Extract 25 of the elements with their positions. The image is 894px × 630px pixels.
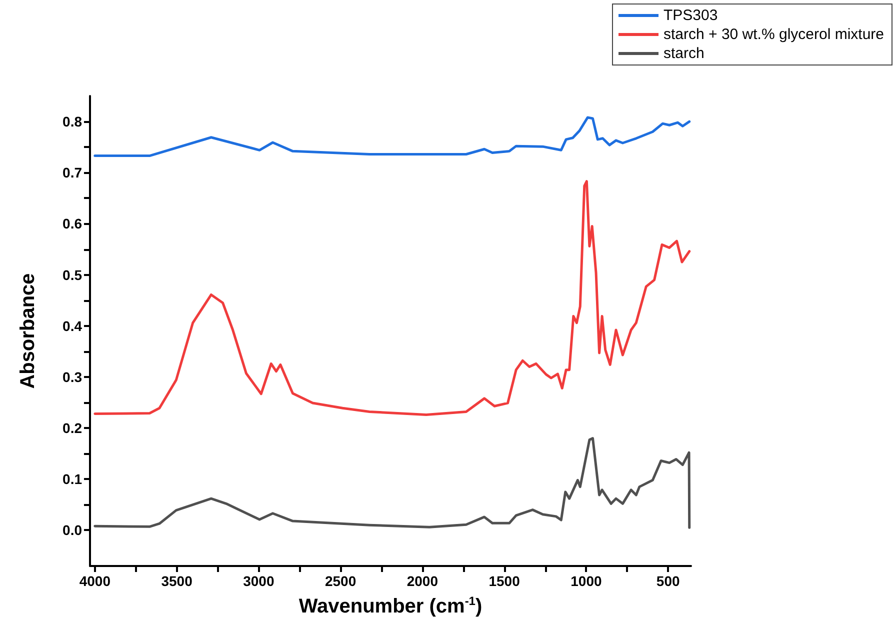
- x-tick-label: 2500: [324, 573, 356, 589]
- y-tick-label: 0.8: [62, 114, 82, 130]
- y-tick-label: 0.2: [62, 420, 82, 436]
- x-tick-label: 1000: [570, 573, 602, 589]
- x-tick-label: 2000: [406, 573, 438, 589]
- legend-label: TPS303: [664, 7, 718, 24]
- y-tick-label: 0.4: [62, 318, 82, 334]
- x-tick-label: 1500: [488, 573, 520, 589]
- legend-label: starch: [664, 45, 704, 62]
- x-tick-label: 500: [656, 573, 680, 589]
- x-tick-label: 3500: [161, 573, 193, 589]
- y-tick-label: 0.6: [62, 216, 82, 232]
- x-tick-label: 4000: [79, 573, 111, 589]
- y-tick-label: 0.5: [62, 266, 82, 283]
- y-axis-title: Absorbance: [17, 273, 39, 389]
- x-axis-title: Wavenumber (cm$^{-1}$): [298, 594, 484, 619]
- x-tick-label: 3000: [243, 573, 274, 589]
- line-series: [94, 180, 691, 416]
- line-series: [94, 116, 691, 158]
- legend-label: starch + 30 wt.% glycerol mixture: [664, 26, 884, 43]
- y-tick-label: 0.1: [62, 471, 82, 488]
- y-tick-label: 0.3: [62, 368, 82, 385]
- y-tick-label: 0.0: [62, 522, 82, 538]
- line-series: [94, 437, 691, 529]
- y-tick-label: 0.7: [62, 164, 82, 181]
